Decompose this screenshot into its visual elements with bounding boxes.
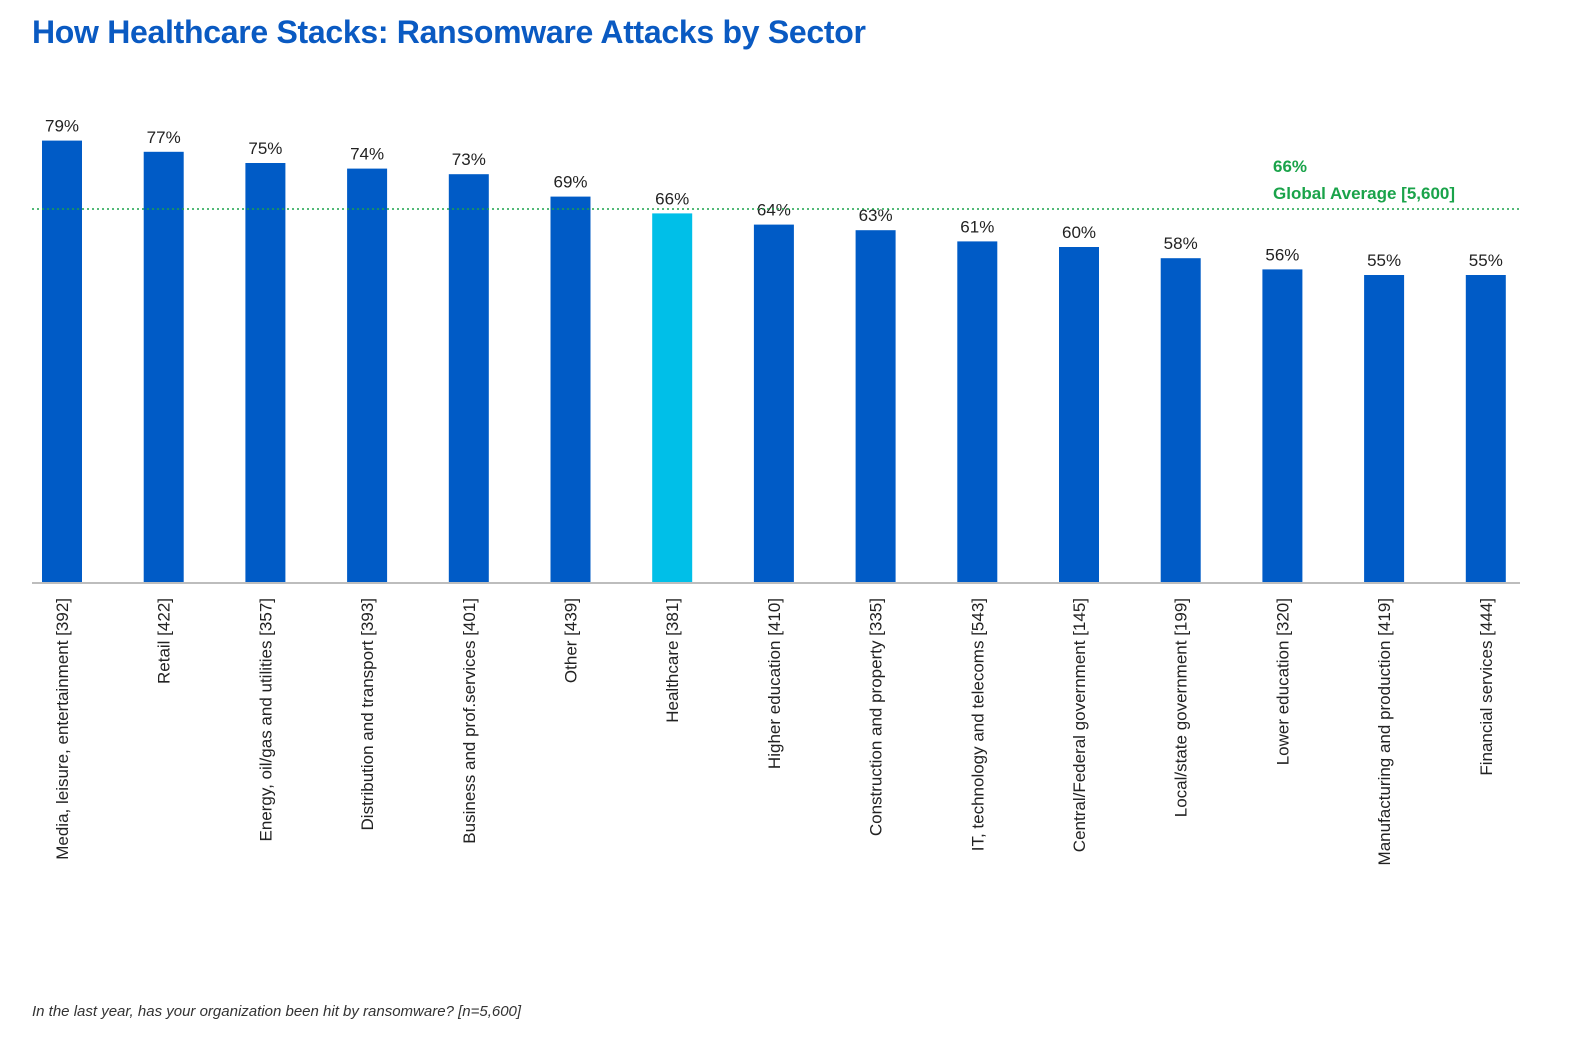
global-average-value: 66%	[1273, 157, 1307, 176]
bar	[957, 241, 998, 583]
data-label: 56%	[1265, 245, 1299, 264]
bar	[1465, 275, 1506, 583]
data-label: 73%	[452, 150, 486, 169]
chart-title: How Healthcare Stacks: Ransomware Attack…	[32, 14, 866, 50]
data-label: 74%	[350, 145, 384, 164]
data-label: 77%	[147, 128, 181, 147]
x-tick-label: IT, technology and telecoms [543]	[968, 598, 987, 851]
bar	[855, 230, 896, 583]
x-tick-label: Higher education [410]	[765, 598, 784, 769]
footnote: In the last year, has your organization …	[32, 1003, 522, 1020]
x-tick-label: Business and prof.services [401]	[460, 598, 479, 844]
x-tick-label: Manufacturing and production [419]	[1375, 598, 1394, 865]
bar	[753, 224, 794, 583]
x-tick-label: Other [439]	[562, 598, 581, 683]
x-tick-label: Financial services [444]	[1477, 598, 1496, 776]
data-label: 64%	[757, 201, 791, 220]
x-tick-label: Local/state government [199]	[1172, 598, 1191, 817]
data-label: 55%	[1469, 251, 1503, 270]
bar	[1059, 247, 1099, 583]
bar	[1160, 258, 1201, 583]
data-label: 58%	[1164, 234, 1198, 253]
bar	[1364, 275, 1405, 583]
data-label: 60%	[1062, 223, 1096, 242]
data-label: 75%	[248, 139, 282, 158]
x-tick-label: Media, leisure, entertainment [392]	[53, 598, 72, 860]
bar	[143, 151, 184, 584]
bar	[448, 174, 489, 583]
data-label: 69%	[553, 173, 587, 192]
x-tick-label: Distribution and transport [393]	[358, 598, 377, 830]
data-label: 79%	[45, 117, 79, 136]
bar	[652, 213, 693, 583]
data-label: 55%	[1367, 251, 1401, 270]
x-tick-label: Healthcare [381]	[663, 598, 682, 723]
bar	[245, 163, 286, 583]
x-tick-label: Lower education [320]	[1273, 598, 1292, 765]
bar	[1262, 269, 1303, 583]
x-tick-label: Energy, oil/gas and utilities [357]	[256, 598, 275, 842]
bar	[347, 168, 388, 583]
bar	[42, 140, 82, 583]
data-label: 66%	[655, 189, 689, 208]
x-tick-label: Construction and property [335]	[867, 598, 886, 836]
data-label: 63%	[859, 206, 893, 225]
bar	[550, 196, 591, 583]
x-tick-label: Retail [422]	[155, 598, 174, 684]
x-tick-label: Central/Federal government [145]	[1070, 598, 1089, 852]
global-average-label: Global Average [5,600]	[1273, 184, 1455, 203]
data-label: 61%	[960, 217, 994, 236]
